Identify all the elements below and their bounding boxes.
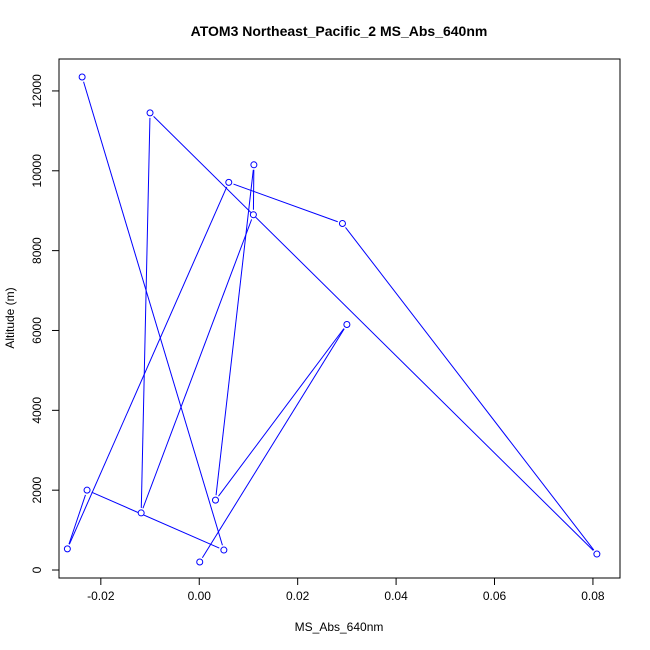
- data-point: [196, 558, 204, 566]
- series-line-segment: [140, 117, 151, 508]
- series-line-segment: [68, 494, 86, 545]
- series-line-segment: [83, 81, 223, 546]
- data-point: [338, 219, 346, 227]
- data-point: [63, 545, 71, 553]
- x-tick-label: 0.06: [483, 589, 507, 603]
- x-axis: -0.02 0.00 0.02 0.04 0.06 0.08: [87, 577, 605, 603]
- data-point: [249, 211, 257, 219]
- data-point: [593, 550, 601, 558]
- chart-title: ATOM3 Northeast_Pacific_2 MS_Abs_640nm: [191, 23, 488, 39]
- series-line-segment: [142, 219, 253, 509]
- data-point: [250, 161, 258, 169]
- data-point: [225, 178, 233, 186]
- y-tick-label: 12000: [30, 74, 44, 108]
- data-point: [211, 496, 219, 504]
- x-tick-label: 0.02: [286, 589, 310, 603]
- x-tick-label: 0.08: [581, 589, 605, 603]
- data-point: [78, 73, 86, 81]
- data-point: [146, 109, 154, 117]
- series-line-segment: [68, 186, 228, 545]
- data-point: [220, 546, 228, 554]
- y-tick-label: 8000: [30, 237, 44, 264]
- series-line-segment: [218, 328, 345, 497]
- series-line-segment: [233, 183, 338, 223]
- x-axis-label: MS_Abs_640nm: [295, 620, 384, 634]
- x-tick-label: -0.02: [87, 589, 115, 603]
- x-tick-label: 0.04: [384, 589, 408, 603]
- x-tick-label: 0.00: [188, 589, 212, 603]
- y-tick-label: 6000: [30, 317, 44, 344]
- y-tick-label: 0: [30, 566, 44, 573]
- y-tick-label: 2000: [30, 476, 44, 503]
- data-series: [63, 73, 601, 566]
- series-line-segment: [345, 227, 595, 551]
- data-point: [137, 509, 145, 517]
- series-line-segment: [91, 491, 220, 549]
- y-axis: 0 2000 4000 6000 8000 10000 12000: [30, 74, 60, 573]
- y-axis-label: Altitude (m): [3, 287, 17, 348]
- y-tick-label: 10000: [30, 154, 44, 188]
- data-point: [83, 486, 91, 494]
- series-line-segment: [201, 328, 345, 559]
- series-line-segment: [215, 169, 254, 496]
- series-line-segment: [153, 116, 594, 551]
- data-point: [343, 320, 351, 328]
- plot-frame: [58, 58, 621, 579]
- y-tick-label: 4000: [30, 397, 44, 424]
